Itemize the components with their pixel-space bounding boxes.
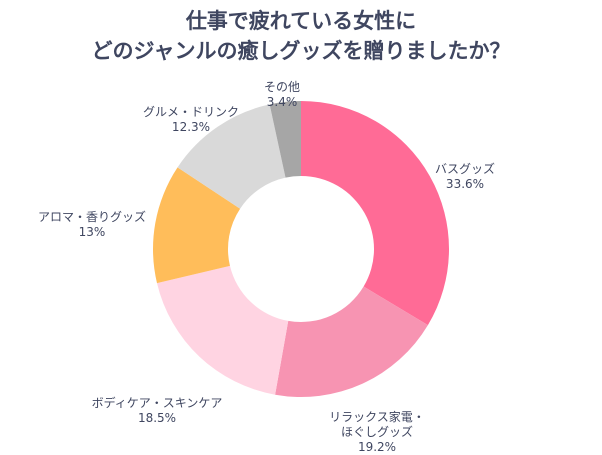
slice-category: ボディケア・スキンケア: [91, 396, 223, 410]
slice-category: アロマ・香りグッズ: [37, 210, 147, 224]
donut-slice: [177, 104, 286, 209]
slice-value: 3.4%: [266, 95, 298, 109]
donut-slice: [153, 167, 241, 284]
slice-label: アロマ・香りグッズ 13%: [38, 210, 146, 240]
slice-value: 13%: [78, 225, 106, 239]
slice-category: ほぐしグッズ: [340, 425, 413, 439]
donut-slice: [269, 101, 301, 178]
slice-value: 18.5%: [137, 411, 177, 425]
chart-title-line-2: どのジャンルの癒しグッズを贈りましたか？: [91, 39, 511, 63]
slice-label: バスグッズ 33.6%: [435, 162, 495, 192]
slice-label: その他 3.4%: [264, 80, 300, 110]
slice-value: 33.6%: [445, 177, 485, 191]
slice-category: リラックス家電・: [329, 410, 425, 424]
donut-slice: [275, 286, 428, 397]
slice-label: ボディケア・スキンケア 18.5%: [92, 396, 223, 426]
slice-category: その他: [263, 80, 301, 94]
slice-label: リラックス家電・ ほぐしグッズ 19.2%: [329, 410, 425, 455]
slice-value: 12.3%: [171, 120, 211, 134]
chart-title-line-1: 仕事で疲れている女性に: [185, 9, 417, 33]
slice-label: グルメ・ドリンク 12.3%: [143, 105, 239, 135]
slice-value: 19.2%: [357, 440, 397, 454]
slice-category: グルメ・ドリンク: [142, 105, 240, 119]
donut-slice: [301, 101, 450, 326]
donut-slice: [156, 265, 289, 395]
slice-category: バスグッズ: [434, 162, 496, 176]
